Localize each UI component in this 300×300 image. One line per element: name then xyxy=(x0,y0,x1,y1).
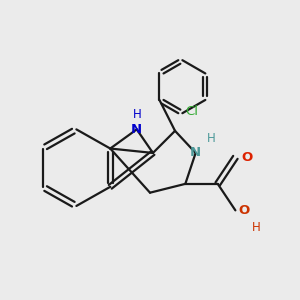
Text: H: H xyxy=(207,132,216,145)
Text: H: H xyxy=(132,108,141,121)
Text: O: O xyxy=(242,151,253,164)
Text: N: N xyxy=(131,123,142,136)
Text: H: H xyxy=(252,221,260,234)
Text: O: O xyxy=(238,204,250,217)
Text: Cl: Cl xyxy=(185,105,198,118)
Text: N: N xyxy=(190,146,201,159)
